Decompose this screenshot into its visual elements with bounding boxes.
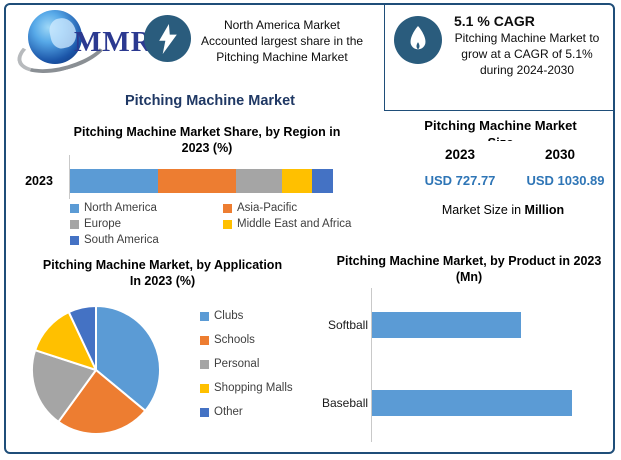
legend-swatch [223,203,232,213]
legend-label: Schools [214,334,255,346]
legend-swatch [70,235,79,245]
cagr-line: Pitching Machine Market to [454,31,600,45]
category-label: Baseball [322,396,369,410]
size-footnote-unit: Million [524,203,565,217]
size-value-2030: USD 1030.89 [526,173,605,188]
region-stacked-bar [70,169,333,193]
product-row-softball: Softball [322,312,607,338]
highlight-line: Pitching Machine Market [216,50,348,64]
bar-segment-asia-pacific [158,169,236,193]
product-bars: Softball Baseball [322,298,607,446]
legend-label: Asia-Pacific [237,202,298,214]
page-title: Pitching Machine Market [124,93,295,109]
highlight-line: Accounted largest share in the [200,34,364,48]
size-value-2023: USD 727.77 [424,173,496,188]
bar-segment-south-america [311,169,333,193]
pie-slice-personal [31,349,97,423]
highlight-text: North America Market Accounted largest s… [190,17,374,65]
flame-badge [394,16,442,64]
legend-item-asia-pacific: Asia-Pacific [223,202,376,214]
region-legend: North America Asia-Pacific Europe Middle Ea… [70,202,376,246]
bar-softball [372,312,521,338]
application-legend: Clubs Schools Personal Shopping Malls Other [200,310,293,418]
legend-swatch [70,219,79,229]
legend-label: South America [84,234,159,246]
legend-swatch [223,219,232,229]
legend-swatch [200,359,209,369]
pie-slice-clubs [95,305,161,412]
legend-swatch [200,335,209,345]
product-row-baseball: Baseball [322,390,607,416]
cagr-line: grow at a CAGR of 5.1% [461,47,593,61]
region-axis-label: 2023 [25,174,53,188]
legend-item-north-america: North America [70,202,223,214]
flame-icon [410,26,426,50]
lightning-badge [144,15,191,62]
category-label: Softball [327,318,368,332]
legend-swatch [200,311,209,321]
logo-text: MMR [74,26,153,58]
cagr-title: 5.1 % CAGR [454,13,535,29]
legend-label: Shopping Malls [214,382,293,394]
region-chart-title: Pitching Machine Market Share, by Region… [73,125,341,155]
size-panel-title-clipped: Size [398,136,603,141]
legend-label: Other [214,406,243,418]
cagr-line: during 2024-2030 [479,63,575,77]
pie-slice-other [67,305,97,371]
size-footnote: Market Size in Million [441,203,565,217]
legend-swatch [70,203,79,213]
application-pie-svg [31,305,161,435]
highlight-line: North America Market [223,18,341,32]
pie-slice-schools [57,369,147,435]
legend-label: Europe [84,218,122,230]
bar-segment-north-america [70,169,159,193]
legend-label: North America [84,202,157,214]
legend-label: Clubs [214,310,244,322]
cagr-text: 5.1 % CAGR Pitching Machine Market to gr… [446,13,608,78]
bar-baseball [372,390,572,416]
application-chart-title: Pitching Machine Market, by Application … [42,258,283,288]
legend-swatch [200,407,209,417]
region-axis-line [69,155,70,199]
outer-border [4,3,615,454]
size-panel-title: Pitching Machine Market [424,118,577,133]
legend-item-shopping-malls: Shopping Malls [200,382,293,394]
size-year-2030: 2030 [544,147,576,162]
legend-item-south-america: South America [70,234,223,246]
legend-item-europe: Europe [70,218,223,230]
cagr-section-border [384,5,613,111]
size-year-2023: 2023 [444,147,476,162]
mmr-logo: MMR [12,8,152,83]
legend-item-personal: Personal [200,358,293,370]
legend-label: Personal [214,358,260,370]
bar-segment-middle-east-and-africa [281,169,312,193]
globe-icon [28,10,82,64]
product-axis-line [371,288,372,442]
legend-item-schools: Schools [200,334,293,346]
legend-item-clubs: Clubs [200,310,293,322]
legend-label: Middle East and Africa [237,218,352,230]
legend-swatch [200,383,209,393]
product-chart-title: Pitching Machine Market, by Product in 2… [336,254,602,284]
lightning-icon [158,23,177,54]
legend-item-middle-east-and-africa: Middle East and Africa [223,218,376,230]
legend-item-other: Other [200,406,293,418]
bar-segment-europe [235,169,282,193]
